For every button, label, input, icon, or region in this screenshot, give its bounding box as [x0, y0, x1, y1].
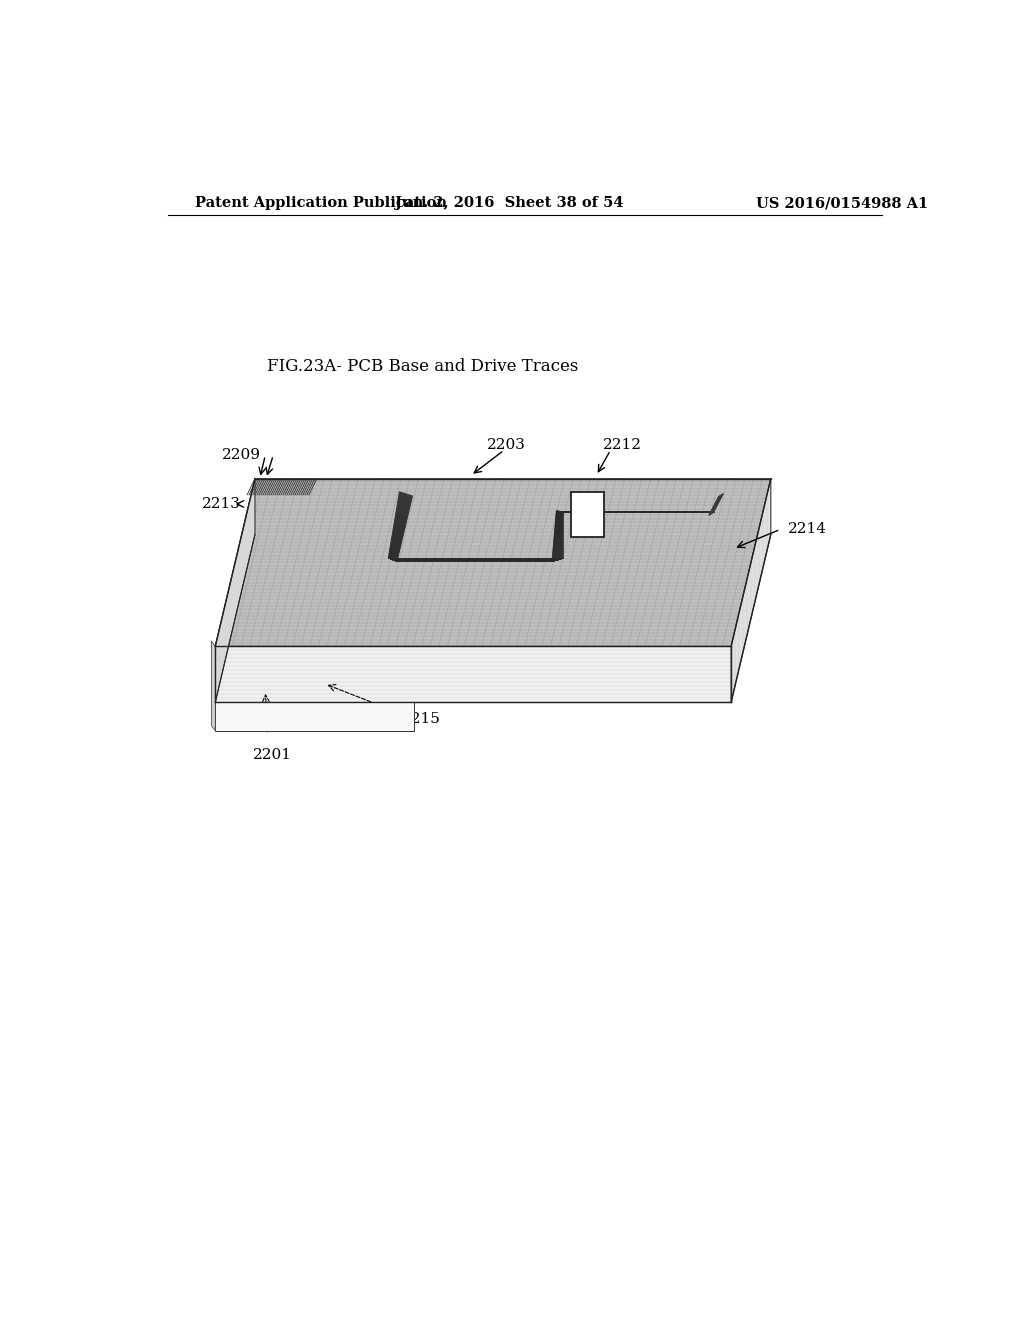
Text: 2201: 2201 — [253, 748, 293, 762]
Text: 2215: 2215 — [401, 713, 440, 726]
Polygon shape — [215, 647, 731, 702]
Polygon shape — [731, 479, 771, 702]
Text: Patent Application Publication: Patent Application Publication — [196, 197, 447, 210]
Polygon shape — [215, 702, 414, 731]
Polygon shape — [215, 479, 771, 647]
Text: US 2016/0154988 A1: US 2016/0154988 A1 — [756, 197, 929, 210]
Polygon shape — [570, 492, 604, 536]
Text: 2209: 2209 — [221, 449, 261, 462]
Text: FIG.23A- PCB Base and Drive Traces: FIG.23A- PCB Base and Drive Traces — [267, 358, 579, 375]
Text: 2214: 2214 — [788, 523, 827, 536]
Polygon shape — [215, 479, 255, 702]
Text: 2212: 2212 — [602, 438, 642, 451]
Text: 2213: 2213 — [202, 496, 241, 511]
Polygon shape — [211, 642, 215, 731]
Text: 2203: 2203 — [486, 438, 525, 451]
Text: Jun. 2, 2016  Sheet 38 of 54: Jun. 2, 2016 Sheet 38 of 54 — [394, 197, 624, 210]
